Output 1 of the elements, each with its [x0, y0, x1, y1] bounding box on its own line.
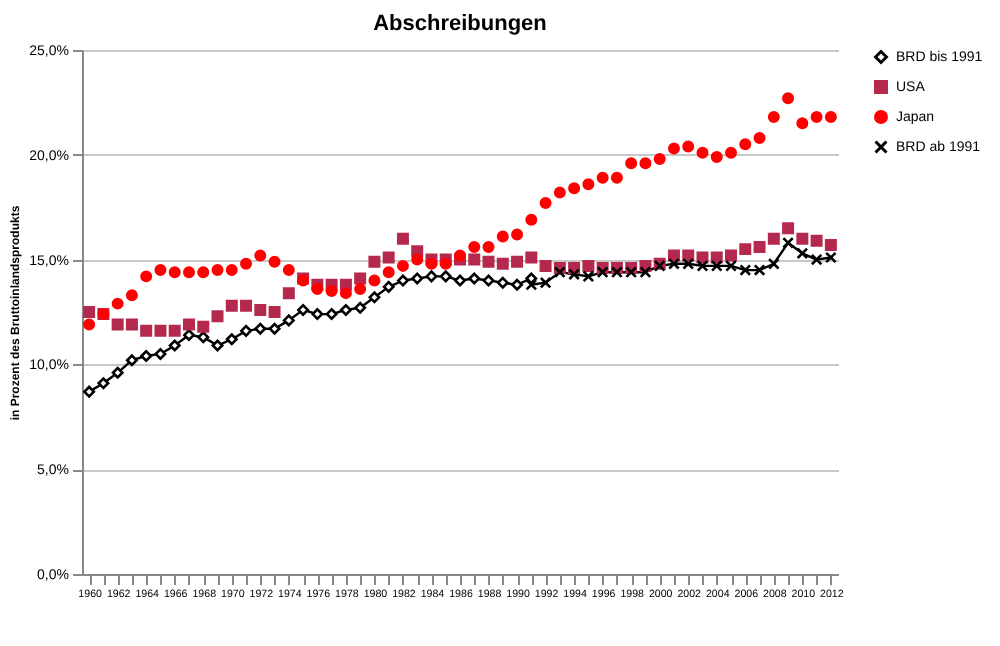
chart-title: Abschreibungen	[373, 12, 548, 36]
